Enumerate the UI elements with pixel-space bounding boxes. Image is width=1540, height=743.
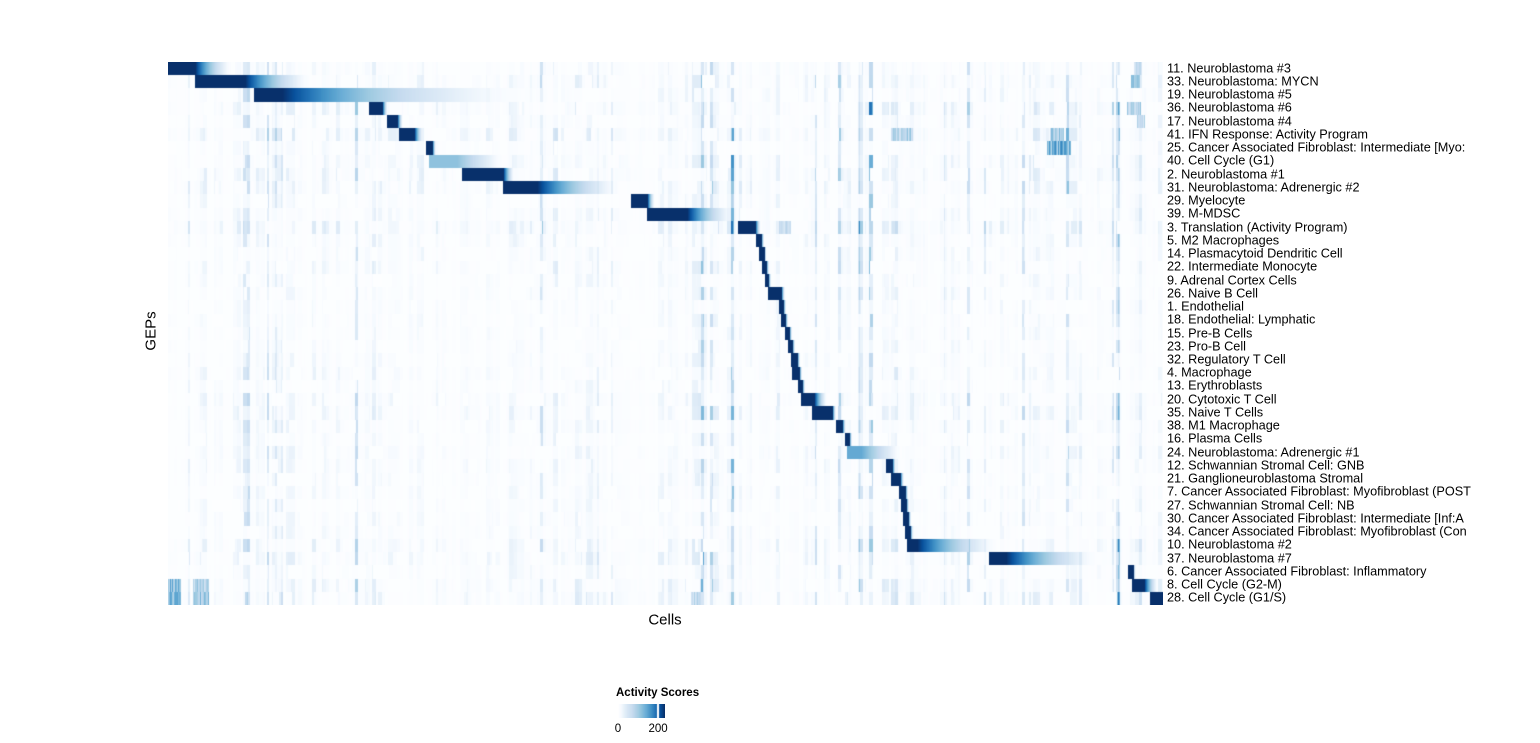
gep-row-label: 25. Cancer Associated Fibroblast: Interm… xyxy=(1167,140,1466,155)
gep-row-label: 14. Plasmacytoid Dendritic Cell xyxy=(1167,246,1343,261)
gep-row-label: 27. Schwannian Stromal Cell: NB xyxy=(1167,498,1355,513)
heatmap-canvas xyxy=(168,62,1163,605)
gep-row-label: 20. Cytotoxic T Cell xyxy=(1167,392,1277,407)
x-axis-label: Cells xyxy=(648,611,682,629)
gep-row-label: 34. Cancer Associated Fibroblast: Myofib… xyxy=(1167,524,1467,539)
gep-row-label: 15. Pre-B Cells xyxy=(1167,326,1253,341)
legend-title: Activity Scores xyxy=(616,687,700,699)
gep-row-label: 29. Myelocyte xyxy=(1167,193,1246,208)
gep-row-label: 30. Cancer Associated Fibroblast: Interm… xyxy=(1167,511,1464,526)
gep-row-label: 4. Macrophage xyxy=(1167,365,1252,380)
gep-row-label: 39. M-MDSC xyxy=(1167,206,1241,221)
gep-row-label: 40. Cell Cycle (G1) xyxy=(1167,153,1275,168)
gep-row-label: 28. Cell Cycle (G1/S) xyxy=(1167,591,1287,606)
gep-row-label: 32. Regulatory T Cell xyxy=(1167,352,1286,367)
gep-row-label: 1. Endothelial xyxy=(1167,299,1244,314)
gep-row-label: 2. Neuroblastoma #1 xyxy=(1167,167,1285,182)
gep-row-label: 35. Naive T Cells xyxy=(1167,405,1264,420)
gep-row-label: 31. Neuroblastoma: Adrenergic #2 xyxy=(1167,180,1360,195)
gep-row-label: 18. Endothelial: Lymphatic xyxy=(1167,312,1316,327)
gep-row-label: 13. Erythroblasts xyxy=(1167,379,1263,394)
gep-row-label: 3. Translation (Activity Program) xyxy=(1167,220,1348,235)
gep-row-label: 7. Cancer Associated Fibroblast: Myofibr… xyxy=(1167,485,1471,500)
gep-row-label: 12. Schwannian Stromal Cell: GNB xyxy=(1167,458,1365,473)
gep-row-label: 6. Cancer Associated Fibroblast: Inflamm… xyxy=(1167,564,1427,579)
gep-row-label: 37. Neuroblastoma #7 xyxy=(1167,551,1292,566)
gep-row-label: 26. Naive B Cell xyxy=(1167,286,1258,301)
gep-row-label: 21. Ganglioneuroblastoma Stromal xyxy=(1167,471,1364,486)
gep-row-label: 41. IFN Response: Activity Program xyxy=(1167,127,1368,142)
legend-tick-label-max: 200 xyxy=(648,723,668,735)
gep-row-label: 19. Neuroblastoma #5 xyxy=(1167,87,1292,102)
gep-row-label: 17. Neuroblastoma #4 xyxy=(1167,114,1292,129)
gep-row-label: 5. M2 Macrophages xyxy=(1167,233,1280,248)
gep-row-label: 8. Cell Cycle (G2-M) xyxy=(1167,577,1282,592)
gep-row-label: 23. Pro-B Cell xyxy=(1167,339,1246,354)
legend-gradient-bar xyxy=(617,704,665,718)
gep-row-label: 22. Intermediate Monocyte xyxy=(1167,259,1318,274)
gep-row-label: 24. Neuroblastoma: Adrenergic #1 xyxy=(1167,445,1360,460)
gep-row-label: 16. Plasma Cells xyxy=(1167,432,1263,447)
gep-row-label: 38. M1 Macrophage xyxy=(1167,418,1280,433)
gep-row-label: 9. Adrenal Cortex Cells xyxy=(1167,273,1297,288)
gep-row-label: 11. Neuroblastoma #3 xyxy=(1167,61,1291,76)
gep-row-label: 36. Neuroblastoma #6 xyxy=(1167,100,1292,115)
gep-row-label: 10. Neuroblastoma #2 xyxy=(1167,538,1292,553)
legend-tick-label-min: 0 xyxy=(614,723,622,735)
gep-row-label: 33. Neuroblastoma: MYCN xyxy=(1167,74,1319,89)
y-axis-label: GEPs xyxy=(142,311,160,351)
